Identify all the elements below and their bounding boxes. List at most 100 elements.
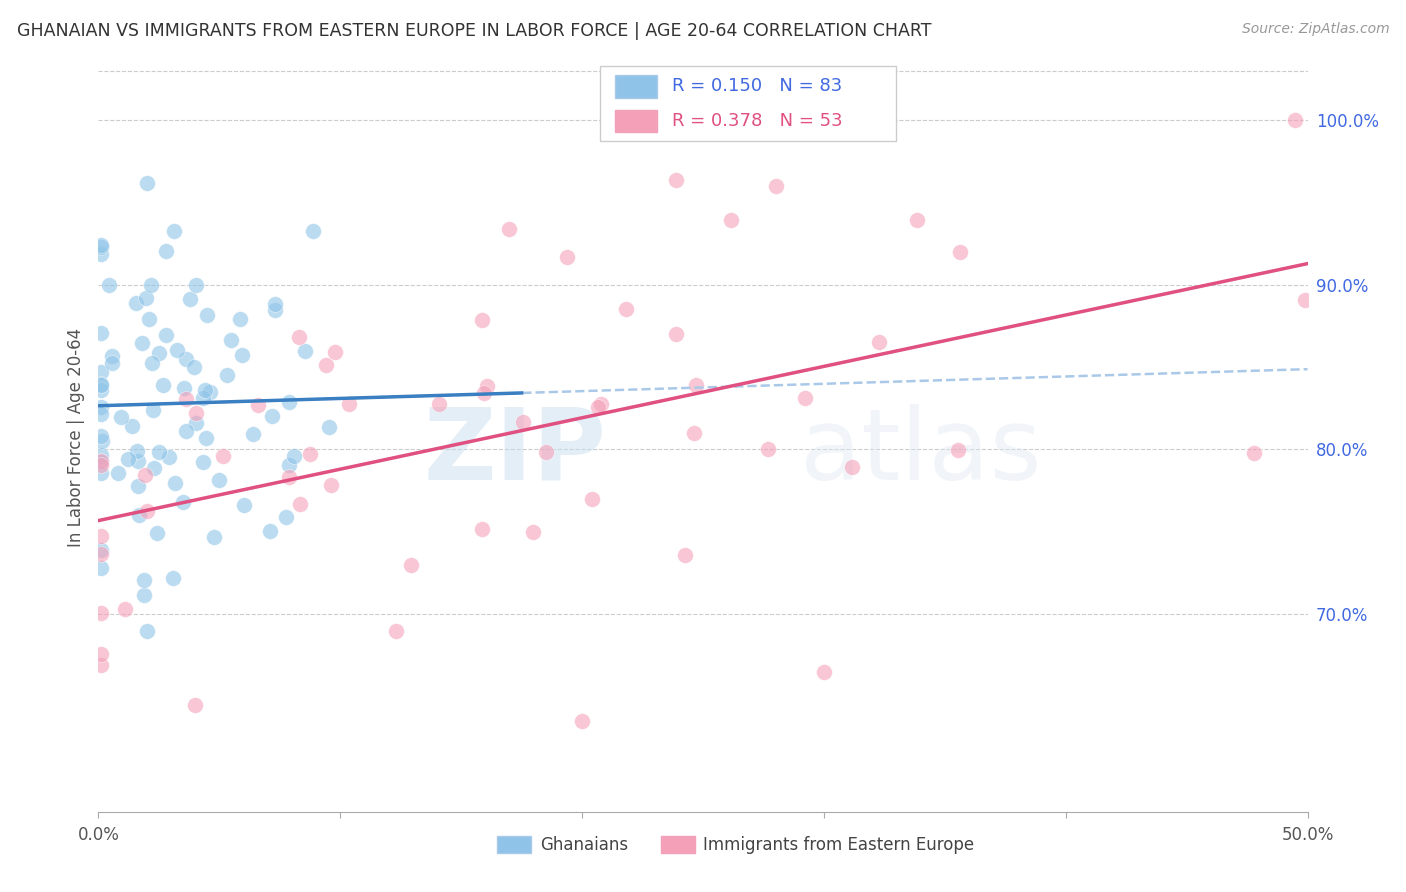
Point <box>264 296 287 310</box>
Point <box>262 409 284 424</box>
Point <box>90 237 112 252</box>
Point <box>475 378 498 392</box>
Point <box>90 647 112 661</box>
Point <box>498 221 520 235</box>
Point <box>315 359 337 373</box>
Point <box>184 406 207 420</box>
Point <box>302 223 325 237</box>
Point <box>134 573 156 587</box>
Point <box>90 607 112 621</box>
Point <box>90 377 112 392</box>
Point <box>217 368 239 382</box>
Point <box>141 356 163 370</box>
Point <box>142 403 165 417</box>
Text: R = 0.150   N = 83: R = 0.150 N = 83 <box>672 78 842 95</box>
Point <box>323 344 346 359</box>
Point <box>152 378 174 392</box>
Point <box>163 224 186 238</box>
Point <box>162 570 184 584</box>
Point <box>401 558 423 573</box>
Point <box>101 349 124 363</box>
Point <box>90 448 112 462</box>
Point <box>1243 446 1265 460</box>
Point <box>219 333 242 347</box>
Point <box>155 244 177 258</box>
Point <box>117 451 139 466</box>
Point <box>90 548 112 562</box>
Point <box>100 356 122 370</box>
Point <box>148 445 170 459</box>
Point <box>319 478 342 492</box>
Point <box>471 522 494 536</box>
Point <box>471 312 494 326</box>
Point <box>131 335 153 350</box>
Point <box>288 329 311 343</box>
Point <box>90 246 112 260</box>
Point <box>184 417 207 431</box>
Point <box>90 466 112 480</box>
Point <box>90 529 112 543</box>
Point <box>114 602 136 616</box>
Point <box>90 561 112 575</box>
Point <box>665 172 688 186</box>
Point <box>172 495 194 509</box>
Point <box>97 278 120 293</box>
Point <box>614 301 637 316</box>
Point <box>247 399 270 413</box>
Point <box>127 454 149 468</box>
Point <box>125 296 148 310</box>
Point <box>135 291 157 305</box>
Point <box>138 311 160 326</box>
Point <box>157 450 180 465</box>
Point <box>142 461 165 475</box>
Point <box>195 431 218 445</box>
Point <box>682 425 704 440</box>
Point <box>121 419 143 434</box>
Point <box>127 479 149 493</box>
Point <box>949 244 972 259</box>
Point <box>385 624 408 639</box>
Point <box>202 530 225 544</box>
Point <box>242 427 264 442</box>
Text: Immigrants from Eastern Europe: Immigrants from Eastern Europe <box>703 836 974 854</box>
Point <box>905 212 928 227</box>
Point <box>174 392 197 407</box>
Point <box>166 343 188 358</box>
Point <box>174 425 197 439</box>
Point <box>278 394 301 409</box>
Point <box>946 443 969 458</box>
Point <box>184 698 207 712</box>
Bar <box>600 66 897 141</box>
Point <box>571 714 593 728</box>
Point <box>675 548 697 562</box>
Point <box>135 624 157 638</box>
Point <box>813 665 835 679</box>
Point <box>299 447 322 461</box>
Point <box>145 525 167 540</box>
Point <box>90 658 112 673</box>
Point <box>868 334 890 349</box>
Point <box>90 383 112 397</box>
Point <box>534 444 557 458</box>
Text: Source: ZipAtlas.com: Source: ZipAtlas.com <box>1241 22 1389 37</box>
Point <box>277 458 299 473</box>
Point <box>186 278 208 293</box>
Point <box>110 409 132 424</box>
Point <box>90 458 112 473</box>
Point <box>589 396 612 410</box>
Point <box>294 344 316 359</box>
Point <box>90 366 112 380</box>
Point <box>685 378 707 392</box>
Point <box>179 293 201 307</box>
Point <box>337 397 360 411</box>
Bar <box>614 110 657 132</box>
Point <box>841 460 863 475</box>
Point <box>90 455 112 469</box>
Bar <box>614 75 657 97</box>
Point <box>125 443 148 458</box>
Point <box>318 420 340 434</box>
Point <box>259 524 281 538</box>
Point <box>90 240 112 254</box>
Point <box>793 391 815 405</box>
Point <box>263 302 285 317</box>
